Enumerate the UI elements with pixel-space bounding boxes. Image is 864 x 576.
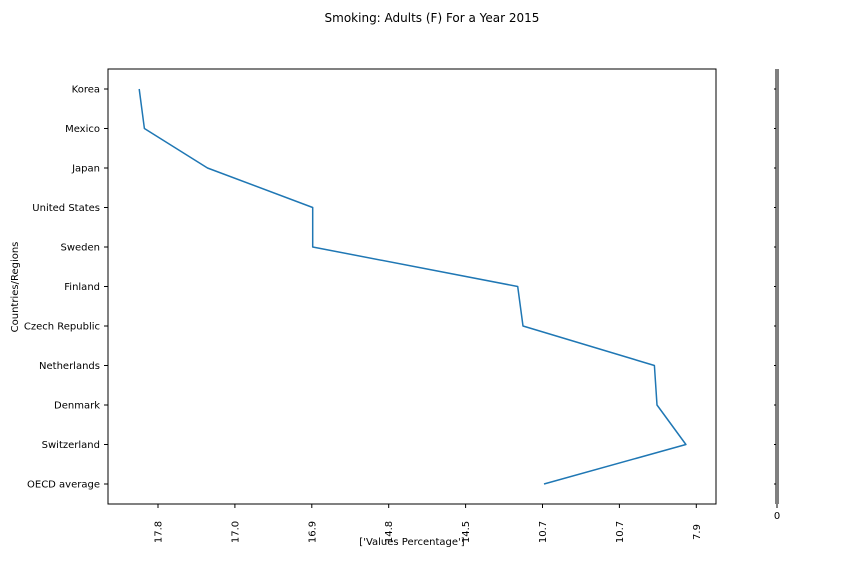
x-axis-label: ['Values Percentage'] [359,537,465,548]
x-tick-label: 7.9 [692,524,703,540]
y-tick-label: United States [32,203,100,214]
x-tick-label: 16.9 [307,521,318,543]
series-line [138,88,687,485]
side-axis: 0 [774,69,780,522]
x-axis: 17.8 17.0 16.9 14.8 14.5 10.7 10.7 7.9 [154,504,703,543]
y-tick-label: Netherlands [39,361,100,372]
x-tick-label: 17.8 [154,521,165,543]
y-tick-label: Finland [64,282,100,293]
y-tick-label: Czech Republic [24,322,100,333]
y-tick-label: Korea [72,85,100,96]
y-tick-label: Denmark [54,401,100,412]
y-tick-label: Switzerland [42,440,100,451]
y-tick-label: Japan [71,164,100,175]
x-tick-label: 10.7 [538,521,549,543]
side-axis-tick-label: 0 [774,511,780,522]
x-tick-label: 17.0 [230,521,241,543]
x-tick-label: 10.7 [615,521,626,543]
y-tick-label: OECD average [27,480,100,491]
chart-title: Smoking: Adults (F) For a Year 2015 [325,11,540,25]
y-tick-label: Sweden [60,243,100,254]
x-tick-label: 14.8 [384,521,395,543]
y-tick-label: Mexico [65,124,100,135]
x-tick-label: 14.5 [461,521,472,543]
plot-area [107,68,717,505]
y-axis: Korea Mexico Japan United States Sweden Finla… [24,85,108,491]
y-axis-label: Countries/Regions [10,242,21,333]
